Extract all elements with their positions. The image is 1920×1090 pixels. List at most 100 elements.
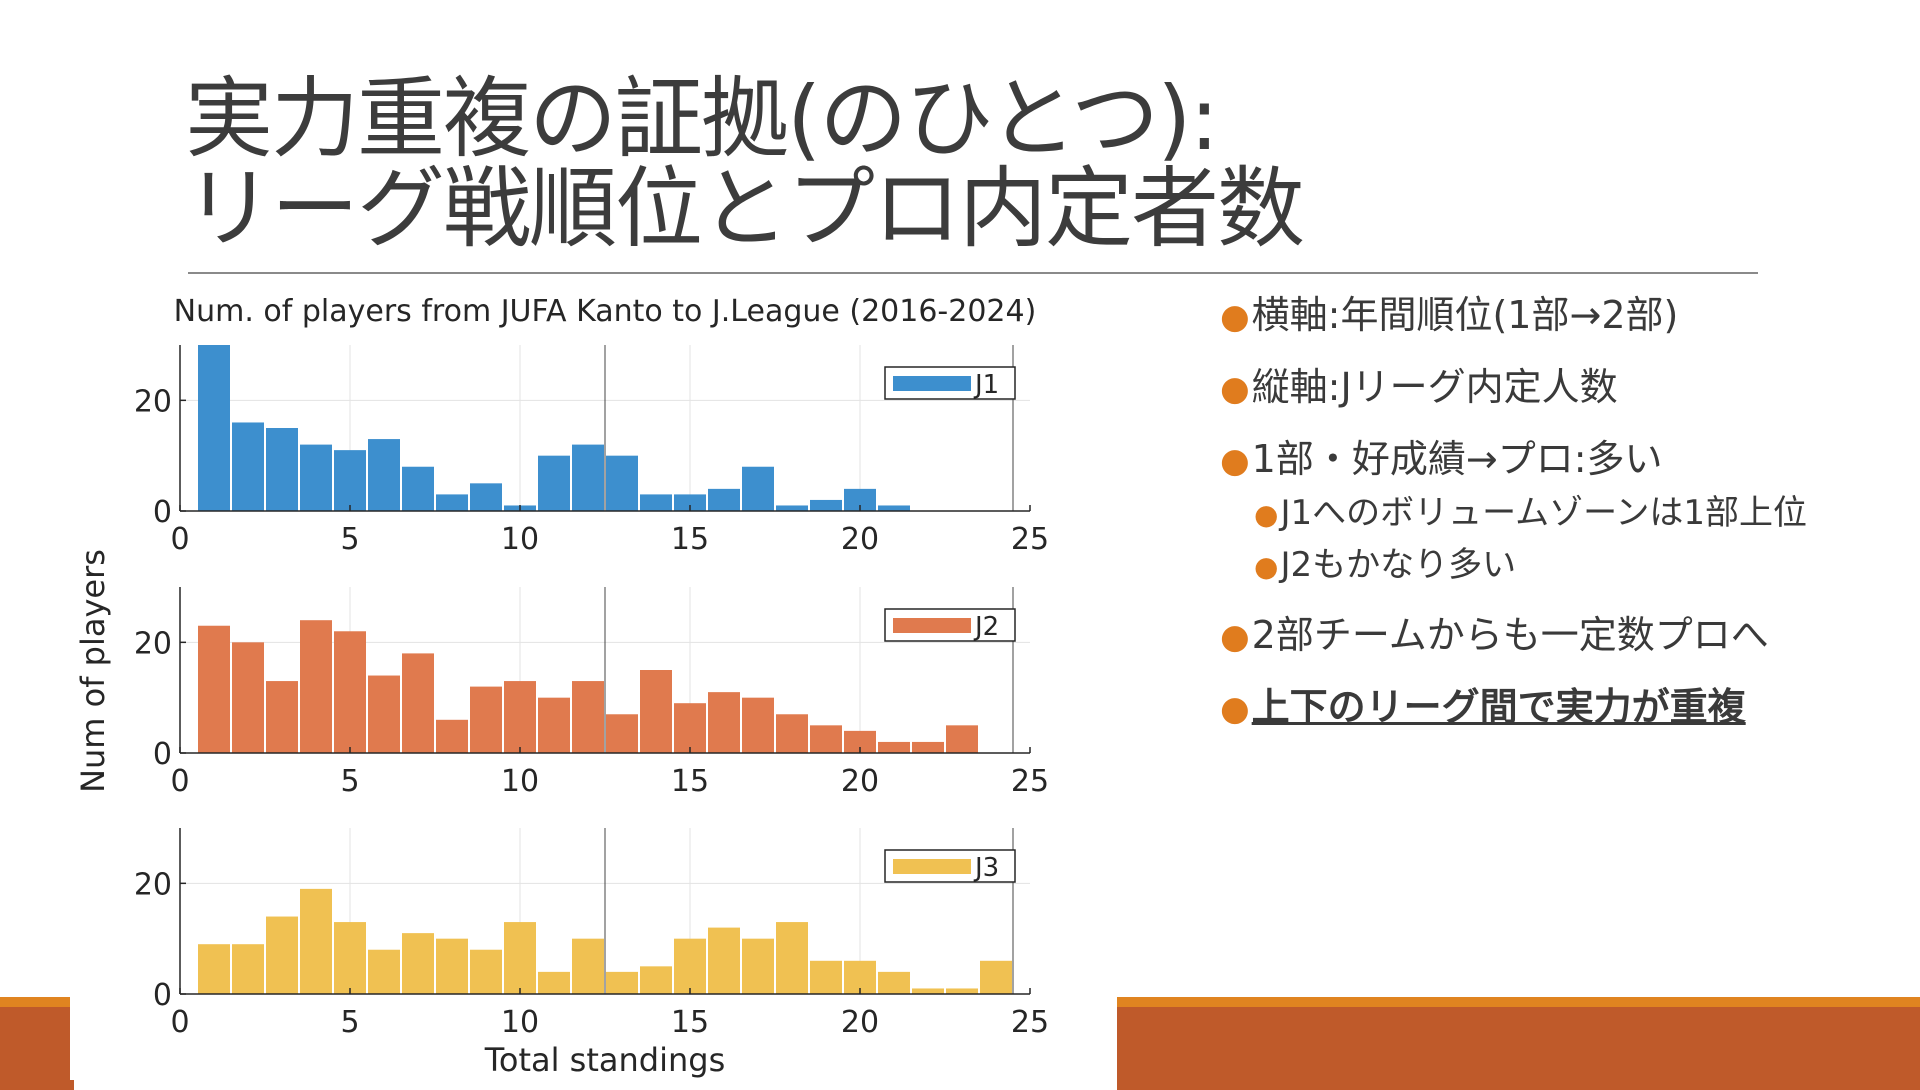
bar-j1-21 — [878, 505, 910, 511]
bar-j1-4 — [300, 444, 332, 511]
bullet-text: 縦軸:Jリーグ内定人数 — [1251, 365, 1618, 409]
x-tick-label: 15 — [671, 1005, 709, 1040]
title-divider — [188, 272, 1758, 274]
bullet-dot: ● — [1220, 369, 1250, 409]
legend-swatch-j2 — [893, 618, 971, 633]
chart-title: Num. of players from JUFA Kanto to J.Lea… — [174, 294, 1037, 329]
x-tick-label: 5 — [340, 522, 359, 557]
bullet-dot: ● — [1220, 617, 1250, 657]
y-tick-label: 20 — [134, 384, 172, 419]
bar-j3-23 — [946, 988, 978, 994]
bar-j1-17 — [742, 466, 774, 511]
bullet-dot: ● — [1220, 441, 1250, 481]
x-tick-label: 15 — [671, 522, 709, 557]
sub-bullet-j1-volume: ●J1へのボリュームゾーンは1部上位 — [1254, 492, 1807, 536]
bullet-overlap-emphasis: ●上下のリーグ間で実力が重複 — [1220, 684, 1807, 732]
bar-j1-16 — [708, 488, 740, 511]
bar-j3-8 — [436, 938, 468, 994]
bullet-dot: ● — [1220, 689, 1250, 729]
x-tick-label: 10 — [501, 1005, 539, 1040]
y-tick-label: 0 — [153, 737, 172, 772]
bar-j2-12 — [572, 681, 604, 753]
bullet-dot: ● — [1220, 297, 1250, 337]
bar-j3-4 — [300, 888, 332, 994]
bar-j3-22 — [912, 988, 944, 994]
y-tick-label: 0 — [153, 495, 172, 530]
bar-j2-23 — [946, 725, 978, 753]
bar-j1-6 — [368, 439, 400, 511]
bar-j2-21 — [878, 741, 910, 753]
bar-j1-1 — [198, 345, 230, 511]
bar-j2-11 — [538, 697, 570, 753]
x-tick-label: 25 — [1011, 522, 1049, 557]
bar-j3-3 — [266, 916, 298, 994]
bar-j1-12 — [572, 444, 604, 511]
bullet-text: 2部チームからも一定数プロへ — [1251, 613, 1769, 657]
bar-j1-7 — [402, 466, 434, 511]
bar-j3-11 — [538, 971, 570, 994]
x-tick-label: 0 — [170, 1005, 189, 1040]
bar-j2-7 — [402, 653, 434, 753]
bar-j1-3 — [266, 428, 298, 511]
bar-j1-11 — [538, 455, 570, 511]
bullet-horizontal-axis: ●横軸:年間順位(1部→2部) — [1220, 292, 1807, 340]
bar-j2-1 — [198, 625, 230, 753]
bullet-div2-pro: ●2部チームからも一定数プロへ — [1220, 612, 1807, 660]
x-tick-label: 20 — [841, 1005, 879, 1040]
slide-title: 実力重複の証拠(のひとつ): リーグ戦順位とプロ内定者数 — [185, 74, 1305, 260]
legend-label-j2: J2 — [973, 612, 999, 642]
x-tick-label: 10 — [501, 764, 539, 799]
bar-j1-8 — [436, 494, 468, 511]
bar-j2-8 — [436, 719, 468, 753]
bar-j3-18 — [776, 922, 808, 994]
bar-j3-1 — [198, 944, 230, 994]
bar-j2-3 — [266, 681, 298, 753]
bar-j3-5 — [334, 922, 366, 994]
bottom-band-left — [0, 997, 74, 1090]
x-tick-label: 5 — [340, 1005, 359, 1040]
bullet-text: 横軸:年間順位(1部→2部) — [1251, 293, 1679, 337]
bar-j3-21 — [878, 971, 910, 994]
bar-j3-16 — [708, 927, 740, 994]
bar-j3-15 — [674, 938, 706, 994]
bullet-list: ●横軸:年間順位(1部→2部) ●縦軸:Jリーグ内定人数 ●1部・好成績→プロ:… — [1220, 292, 1807, 756]
bar-j3-24 — [980, 960, 1012, 994]
bar-j2-20 — [844, 730, 876, 753]
x-tick-label: 0 — [170, 764, 189, 799]
bar-j1-19 — [810, 499, 842, 511]
bar-j3-17 — [742, 938, 774, 994]
bullet-vertical-axis: ●縦軸:Jリーグ内定人数 — [1220, 364, 1807, 412]
x-tick-label: 5 — [340, 764, 359, 799]
title-line-2: リーグ戦順位とプロ内定者数 — [185, 157, 1305, 260]
y-tick-label: 0 — [153, 978, 172, 1013]
bar-j1-13 — [606, 455, 638, 511]
histogram-figure: Num. of players from JUFA Kanto to J.Lea… — [70, 285, 1060, 1080]
bullet-text: 上下のリーグ間で実力が重複 — [1251, 685, 1746, 729]
x-tick-label: 0 — [170, 522, 189, 557]
bar-j2-13 — [606, 714, 638, 753]
y-tick-label: 20 — [134, 867, 172, 902]
bar-j2-17 — [742, 697, 774, 753]
bar-j3-10 — [504, 922, 536, 994]
sub-bullet-text: J1へのボリュームゾーンは1部上位 — [1280, 493, 1808, 533]
bar-j3-9 — [470, 949, 502, 994]
bar-j2-2 — [232, 642, 264, 753]
x-axis-label: Total standings — [484, 1041, 725, 1079]
x-tick-label: 10 — [501, 522, 539, 557]
sub-bullet-text: J2もかなり多い — [1280, 545, 1517, 585]
x-tick-label: 15 — [671, 764, 709, 799]
bar-j2-10 — [504, 681, 536, 753]
bar-j1-14 — [640, 494, 672, 511]
bar-j3-2 — [232, 944, 264, 994]
bar-j2-5 — [334, 631, 366, 753]
x-tick-label: 25 — [1011, 764, 1049, 799]
bullet-dot: ● — [1254, 550, 1279, 583]
y-axis-label: Num of players — [74, 549, 112, 793]
bullet-text: 1部・好成績→プロ:多い — [1251, 437, 1663, 481]
sub-bullet-j2-many: ●J2もかなり多い — [1254, 544, 1807, 588]
bar-j2-16 — [708, 692, 740, 753]
bar-j2-22 — [912, 741, 944, 753]
bar-j3-7 — [402, 933, 434, 994]
x-tick-label: 20 — [841, 764, 879, 799]
bar-j2-18 — [776, 714, 808, 753]
